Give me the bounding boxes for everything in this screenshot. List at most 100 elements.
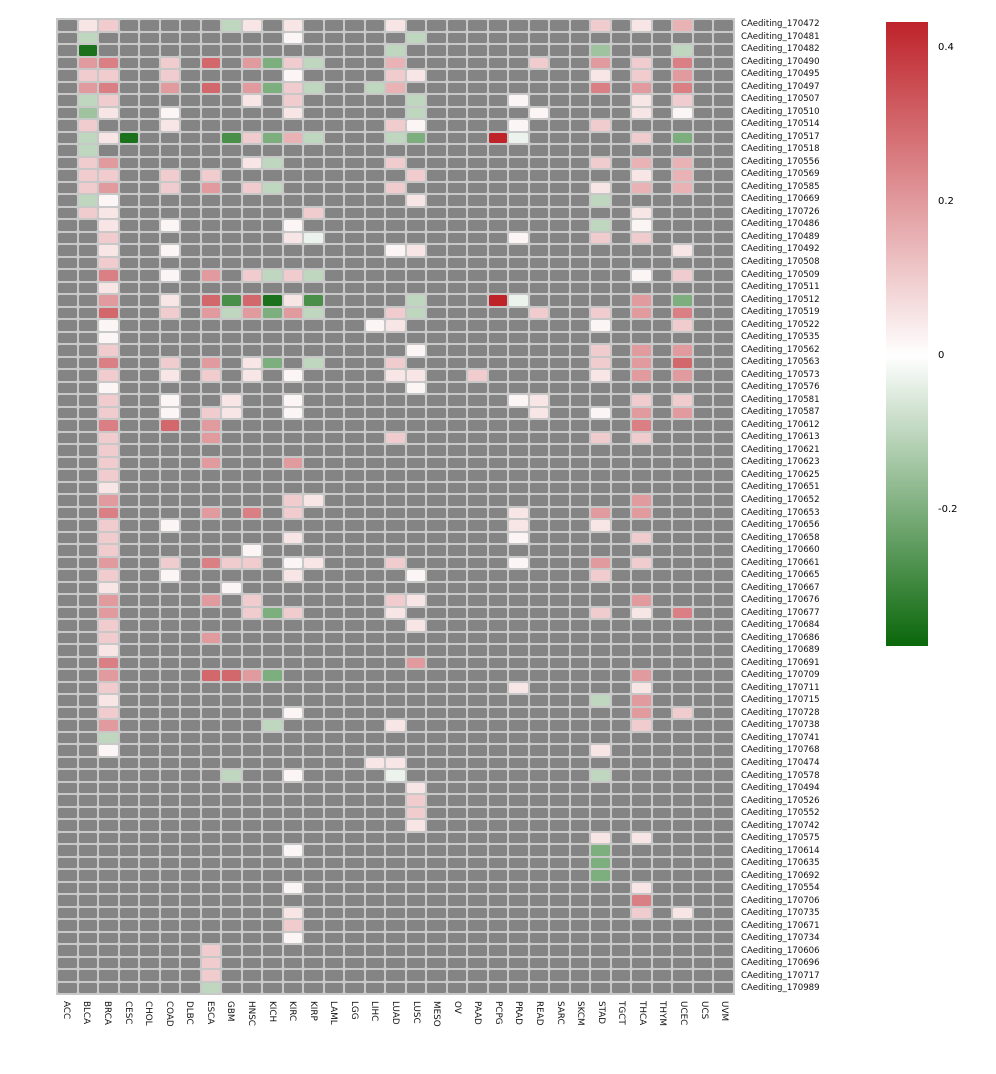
heatmap-cell: [345, 757, 364, 768]
heatmap-cell: [550, 270, 569, 281]
heatmap-cell: [591, 732, 610, 743]
heatmap-cell: [447, 45, 467, 56]
heatmap-cell: [201, 45, 221, 56]
heatmap-cell: [78, 482, 98, 493]
column-label: ACC: [60, 1001, 71, 1020]
heatmap-cell: [263, 882, 282, 893]
row-label: CAediting_170495: [741, 69, 820, 80]
heatmap-cell: [304, 807, 323, 818]
heatmap-cell: [304, 357, 323, 368]
heatmap-cell: [324, 95, 344, 106]
column-label: THCA: [636, 1001, 647, 1026]
heatmap-cell: [550, 695, 569, 706]
heatmap-cell: [529, 445, 549, 456]
heatmap-cell: [427, 632, 446, 643]
heatmap-cell: [222, 795, 241, 806]
heatmap-cell: [386, 582, 405, 593]
heatmap-cell: [58, 307, 77, 318]
heatmap-cell: [304, 920, 323, 931]
heatmap-cell: [714, 370, 733, 381]
heatmap-cell: [58, 507, 77, 518]
heatmap-cell: [570, 770, 590, 781]
heatmap-cell: [365, 645, 385, 656]
heatmap-cell: [509, 957, 528, 968]
heatmap-cell: [201, 970, 221, 981]
heatmap-cell: [58, 407, 77, 418]
heatmap-cell: [263, 557, 282, 568]
heatmap-cell: [693, 795, 713, 806]
heatmap-cell: [591, 907, 610, 918]
heatmap-cell: [550, 357, 569, 368]
heatmap-cell: [345, 832, 364, 843]
heatmap-cell: [99, 157, 118, 168]
heatmap-cell: [591, 620, 610, 631]
heatmap-cell: [611, 745, 631, 756]
heatmap-cell: [78, 420, 98, 431]
colorbar-gradient: [886, 22, 928, 646]
heatmap-cell: [201, 657, 221, 668]
heatmap-cell: [488, 495, 508, 506]
heatmap-cell: [78, 882, 98, 893]
heatmap-cell: [488, 620, 508, 631]
heatmap-cell: [140, 445, 159, 456]
heatmap-cell: [222, 595, 241, 606]
heatmap-cell: [140, 645, 159, 656]
heatmap-cell: [78, 282, 98, 293]
heatmap-cell: [570, 132, 590, 143]
heatmap-cell: [263, 295, 282, 306]
heatmap-cell: [570, 670, 590, 681]
heatmap-cell: [591, 295, 610, 306]
heatmap-cell: [160, 732, 180, 743]
heatmap-cell: [181, 207, 200, 218]
heatmap-cell: [632, 545, 651, 556]
heatmap-cell: [140, 82, 159, 93]
heatmap-cell: [386, 207, 405, 218]
heatmap-cell: [140, 320, 159, 331]
heatmap-cell: [283, 757, 303, 768]
heatmap-cell: [304, 332, 323, 343]
heatmap-cell: [78, 507, 98, 518]
heatmap-cell: [119, 657, 139, 668]
heatmap-cell: [304, 895, 323, 906]
heatmap-cell: [99, 295, 118, 306]
heatmap-cell: [693, 120, 713, 131]
column-label: PRAD: [513, 1001, 524, 1025]
row-label: CAediting_170742: [741, 820, 820, 831]
heatmap-cell: [447, 645, 467, 656]
heatmap-cell: [652, 682, 672, 693]
heatmap-cell: [283, 632, 303, 643]
heatmap-cell: [58, 107, 77, 118]
heatmap-cell: [406, 382, 426, 393]
heatmap-cell: [99, 957, 118, 968]
heatmap-cell: [160, 295, 180, 306]
heatmap-cell: [263, 782, 282, 793]
heatmap-cell: [693, 257, 713, 268]
heatmap-cell: [509, 32, 528, 43]
heatmap-cell: [99, 457, 118, 468]
heatmap-cell: [673, 982, 692, 993]
heatmap-cell: [693, 907, 713, 918]
heatmap-cell: [570, 657, 590, 668]
heatmap-cell: [160, 332, 180, 343]
heatmap-cell: [591, 557, 610, 568]
heatmap-cell: [304, 395, 323, 406]
heatmap-cell: [550, 57, 569, 68]
heatmap-cell: [99, 445, 118, 456]
heatmap-cell: [386, 220, 405, 231]
heatmap-cell: [550, 557, 569, 568]
heatmap-cell: [201, 707, 221, 718]
heatmap-cell: [201, 182, 221, 193]
heatmap-cell: [119, 145, 139, 156]
row-label: CAediting_170563: [741, 357, 820, 368]
heatmap-cell: [591, 532, 610, 543]
heatmap-cell: [365, 207, 385, 218]
heatmap-cell: [488, 207, 508, 218]
heatmap-cell: [58, 695, 77, 706]
heatmap-cell: [529, 432, 549, 443]
heatmap-cell: [468, 482, 487, 493]
heatmap-cell: [427, 770, 446, 781]
heatmap-cell: [324, 345, 344, 356]
heatmap-cell: [673, 457, 692, 468]
heatmap-cell: [591, 207, 610, 218]
heatmap-cell: [365, 520, 385, 531]
